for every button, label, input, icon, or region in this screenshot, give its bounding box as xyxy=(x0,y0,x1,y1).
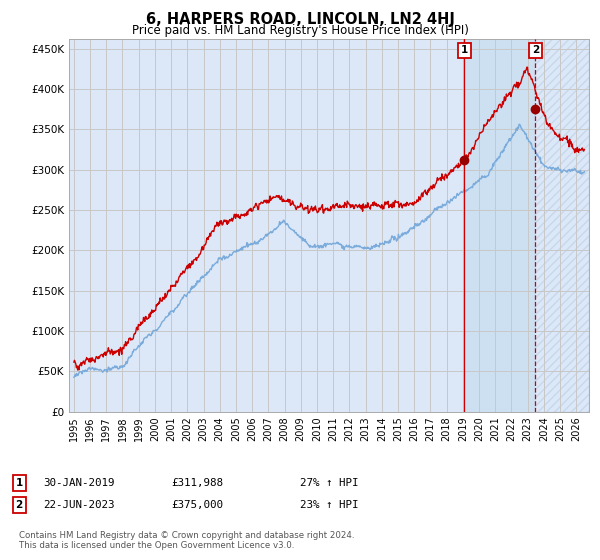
Text: 22-JUN-2023: 22-JUN-2023 xyxy=(43,500,115,510)
Bar xyxy=(464,39,535,412)
Text: 27% ↑ HPI: 27% ↑ HPI xyxy=(300,478,359,488)
Text: Contains HM Land Registry data © Crown copyright and database right 2024.
This d: Contains HM Land Registry data © Crown c… xyxy=(19,530,355,550)
Text: £311,988: £311,988 xyxy=(171,478,223,488)
Text: 23% ↑ HPI: 23% ↑ HPI xyxy=(300,500,359,510)
Text: 1: 1 xyxy=(16,478,23,488)
Text: 1: 1 xyxy=(460,45,468,55)
Text: 30-JAN-2019: 30-JAN-2019 xyxy=(43,478,115,488)
Text: 6, HARPERS ROAD, LINCOLN, LN2 4HJ: 6, HARPERS ROAD, LINCOLN, LN2 4HJ xyxy=(146,12,454,27)
Text: Price paid vs. HM Land Registry's House Price Index (HPI): Price paid vs. HM Land Registry's House … xyxy=(131,24,469,36)
Text: 2: 2 xyxy=(16,500,23,510)
Text: 2: 2 xyxy=(532,45,539,55)
Text: £375,000: £375,000 xyxy=(171,500,223,510)
Bar xyxy=(535,39,589,412)
